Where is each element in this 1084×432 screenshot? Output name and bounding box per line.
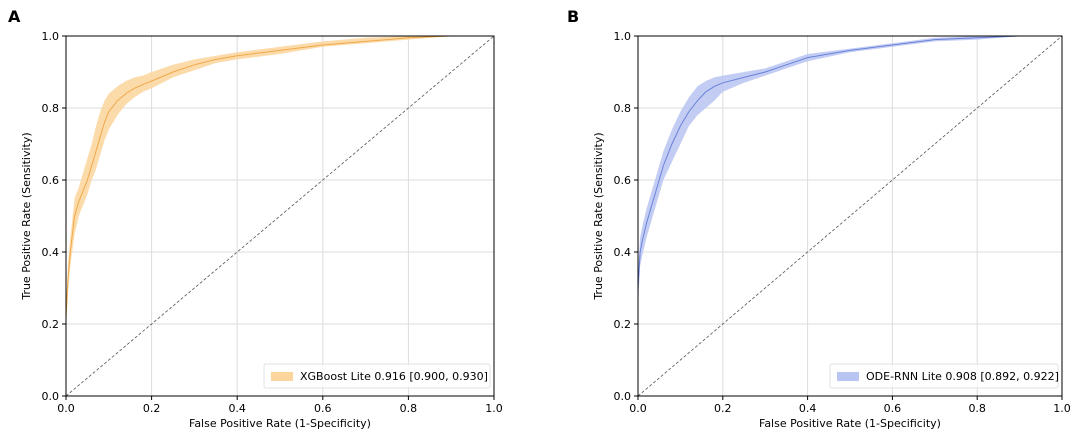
y-tick-label: 0.4 — [614, 246, 632, 259]
y-tick-label: 0.2 — [614, 318, 632, 331]
y-tick-label: 0.4 — [42, 246, 60, 259]
legend-label: ODE-RNN Lite 0.908 [0.892, 0.922] — [866, 370, 1059, 383]
roc-line — [637, 35, 1062, 396]
y-tick-label: 0.6 — [614, 174, 632, 187]
panel-letter: A — [8, 7, 21, 26]
axes-frame — [637, 35, 1063, 397]
y-axis-label: True Positive Rate (Sensitivity) — [20, 132, 33, 300]
x-axis-label: False Positive Rate (1-Specificity) — [189, 417, 371, 430]
x-tick-label: 1.0 — [1053, 402, 1071, 415]
x-tick-label: 0.4 — [228, 402, 246, 415]
y-tick-label: 0.0 — [42, 390, 60, 403]
axes-frame — [65, 35, 495, 397]
y-tick-label: 0.0 — [614, 390, 632, 403]
x-tick-label: 0.6 — [314, 402, 332, 415]
x-tick-label: 0.8 — [400, 402, 418, 415]
panel-b: B 0.0 0.2 0.4 0.6 0.8 1.0 0.0 0.2 0.4 0.6 0.8 1.0 Fal… — [567, 7, 1071, 430]
x-tick-label: 0.2 — [143, 402, 161, 415]
x-axis-label: False Positive Rate (1-Specificity) — [759, 417, 941, 430]
x-tick-label: 0.6 — [884, 402, 902, 415]
x-tick-label: 0.0 — [57, 402, 75, 415]
panel-a: A 0.0 0.2 0.4 0.6 0.8 1.0 0.0 0.2 0.4 0.6 0.8 1.0 Fal… — [8, 7, 503, 430]
y-axis-label: True Positive Rate (Sensitivity) — [592, 132, 605, 300]
roc-line — [65, 35, 494, 396]
legend-swatch — [837, 372, 859, 381]
y-tick-label: 0.2 — [42, 318, 60, 331]
x-tick-label: 1.0 — [485, 402, 503, 415]
legend-label: XGBoost Lite 0.916 [0.900, 0.930] — [300, 370, 488, 383]
x-tick-label: 0.8 — [968, 402, 986, 415]
y-tick-label: 0.6 — [42, 174, 60, 187]
y-tick-label: 0.8 — [42, 102, 60, 115]
legend-swatch — [271, 372, 293, 381]
chance-diagonal — [637, 35, 1063, 397]
y-tick-label: 1.0 — [614, 30, 632, 43]
chance-diagonal — [65, 35, 495, 397]
y-tick-label: 1.0 — [42, 30, 60, 43]
legend-box — [263, 363, 491, 389]
panel-letter: B — [567, 7, 579, 26]
x-tick-label: 0.4 — [799, 402, 817, 415]
x-tick-label: 0.0 — [629, 402, 647, 415]
y-tick-label: 0.8 — [614, 102, 632, 115]
legend-box — [829, 363, 1059, 389]
x-tick-label: 0.2 — [714, 402, 732, 415]
